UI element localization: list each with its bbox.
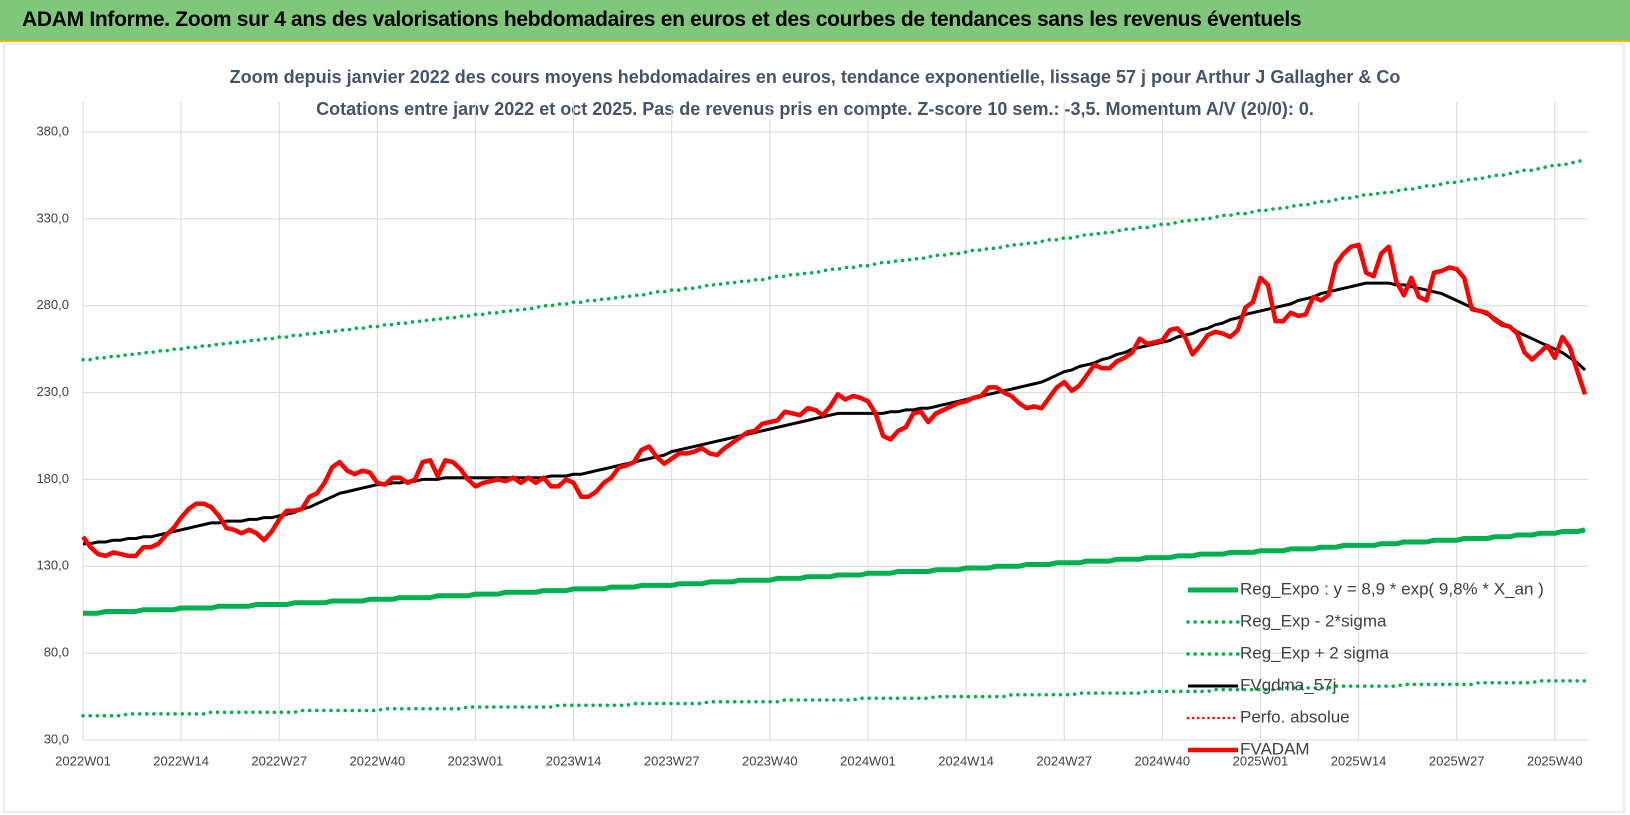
chart-title: Zoom depuis janvier 2022 des cours moyen… (230, 67, 1401, 87)
x-tick-label: 2023W14 (546, 753, 602, 768)
x-tick-label: 2024W14 (938, 753, 994, 768)
x-tick-label: 2025W14 (1331, 753, 1387, 768)
legend-label: Reg_Exp + 2 sigma (1240, 643, 1389, 662)
x-tick-label: 2024W01 (840, 753, 896, 768)
x-tick-label: 2022W01 (55, 753, 111, 768)
y-tick-label: 230,0 (36, 384, 69, 399)
legend-label: FVADAM (1240, 739, 1310, 758)
legend-label: Reg_Exp - 2*sigma (1240, 611, 1387, 630)
chart: Zoom depuis janvier 2022 des cours moyen… (3, 43, 1625, 813)
x-tick-label: 2022W27 (251, 753, 307, 768)
series-line (81, 158, 1587, 362)
y-tick-label: 180,0 (36, 471, 69, 486)
legend-label: Reg_Expo : y = 8,9 * exp( 9,8% * X_an ) (1240, 579, 1544, 598)
series-line (83, 527, 1586, 616)
y-tick-label: 130,0 (36, 558, 69, 573)
legend-label: FVgdma_57j (1240, 675, 1336, 694)
series-line (83, 281, 1587, 546)
chart-frame (3, 43, 1625, 813)
header-title: ADAM Informe. Zoom sur 4 ans des valoris… (22, 8, 1302, 31)
x-tick-label: 2025W40 (1527, 753, 1583, 768)
header: ADAM Informe. Zoom sur 4 ans des valoris… (0, 0, 1630, 42)
x-tick-label: 2022W40 (350, 753, 406, 768)
y-tick-label: 330,0 (36, 210, 69, 225)
y-tick-label: 280,0 (36, 297, 69, 312)
y-tick-label: 80,0 (44, 645, 69, 660)
legend-label: Perfo. absolue (1240, 707, 1350, 726)
x-tick-label: 2025W27 (1429, 753, 1485, 768)
y-tick-label: 380,0 (36, 123, 69, 138)
series-line (81, 242, 1588, 559)
x-tick-label: 2023W01 (448, 753, 504, 768)
series-line (81, 679, 1587, 718)
x-tick-label: 2024W40 (1134, 753, 1190, 768)
x-tick-label: 2022W14 (153, 753, 209, 768)
chart-subtitle: Cotations entre janv 2022 et oct 2025. P… (316, 99, 1314, 119)
y-tick-label: 30,0 (44, 731, 69, 746)
x-tick-label: 2023W40 (742, 753, 798, 768)
x-tick-label: 2025W01 (1233, 753, 1289, 768)
x-tick-label: 2023W27 (644, 753, 700, 768)
x-tick-label: 2024W27 (1036, 753, 1092, 768)
